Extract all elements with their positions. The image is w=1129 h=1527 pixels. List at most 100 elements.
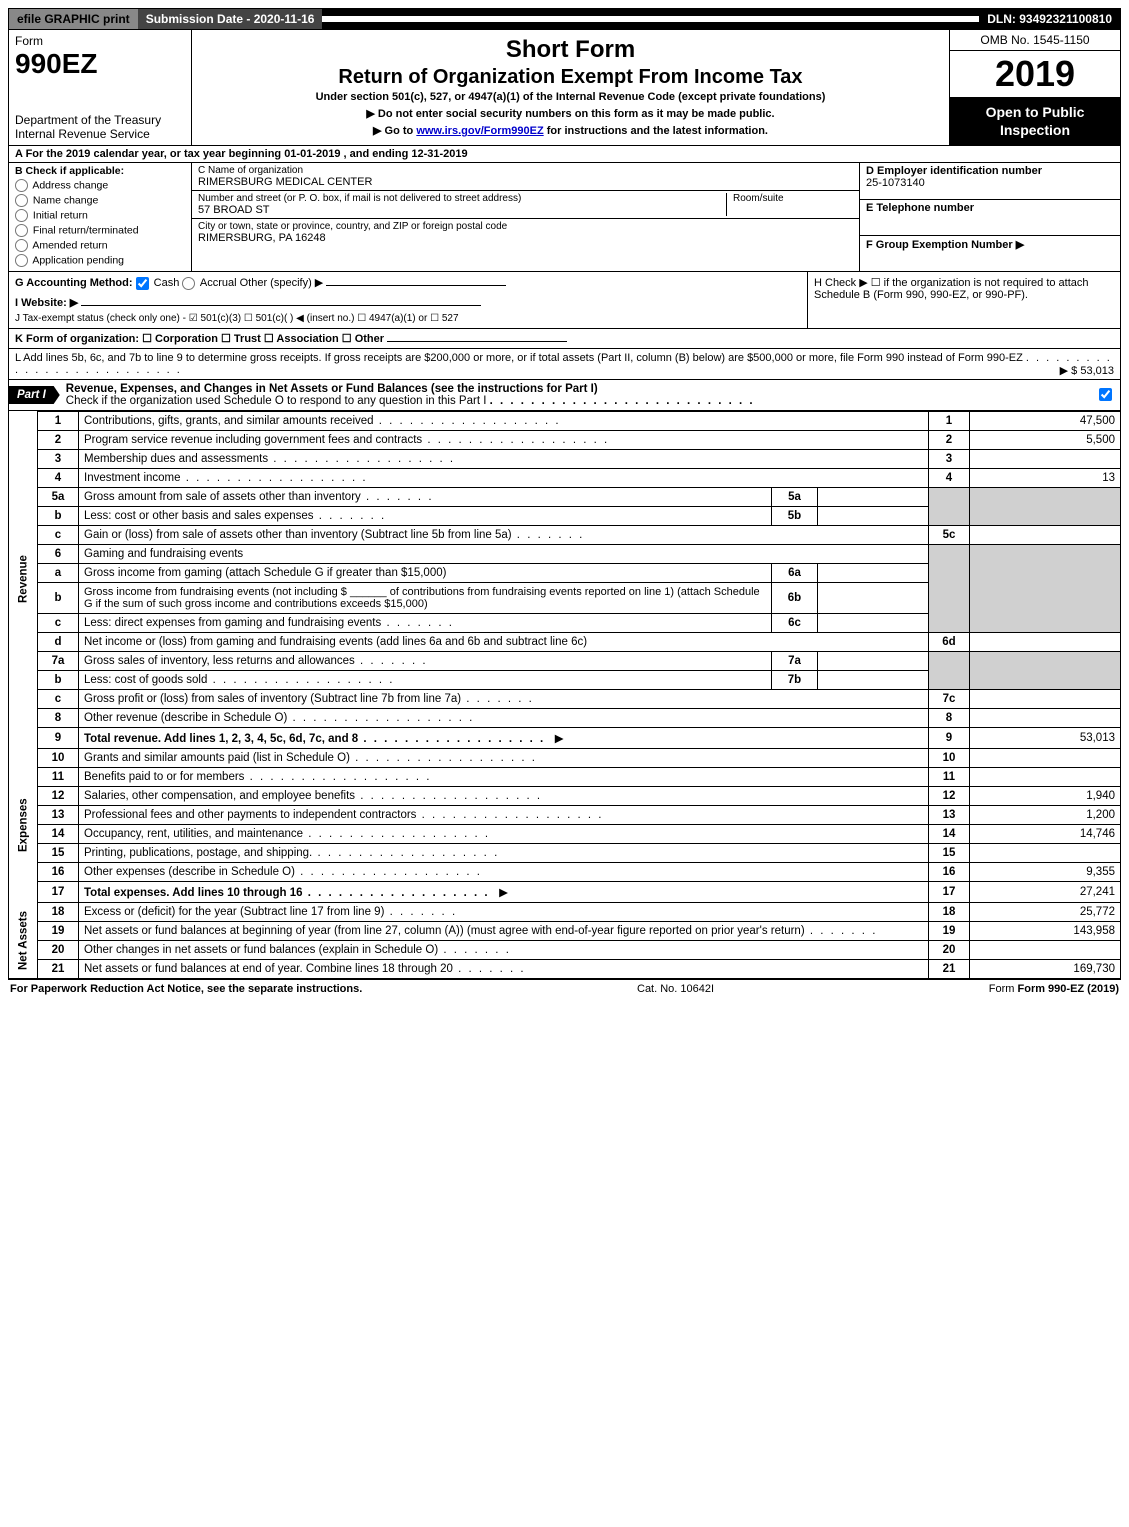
l17-val: 27,241	[970, 881, 1121, 902]
other-org-input[interactable]	[387, 341, 567, 342]
org-name: RIMERSBURG MEDICAL CENTER	[198, 176, 853, 188]
line-4: 4 Investment income 4 13	[9, 468, 1121, 487]
l16-val: 9,355	[970, 862, 1121, 881]
chk-amended-return[interactable]: Amended return	[15, 239, 185, 252]
l18-desc: Excess or (deficit) for the year (Subtra…	[79, 902, 929, 921]
l7-shade-val	[970, 651, 1121, 689]
header-right: OMB No. 1545-1150 2019 Open to Public In…	[949, 30, 1120, 145]
l7b-inval	[818, 670, 929, 689]
chk-initial-return[interactable]: Initial return	[15, 209, 185, 222]
l9-rnum: 9	[929, 727, 970, 748]
opt-name-change: Name change	[33, 195, 98, 207]
phone-cell: E Telephone number	[860, 200, 1120, 236]
dots-p1	[490, 395, 755, 407]
part-1-title-text: Revenue, Expenses, and Changes in Net As…	[66, 383, 598, 395]
opt-address-change: Address change	[32, 180, 108, 192]
l14-desc: Occupancy, rent, utilities, and maintena…	[79, 824, 929, 843]
l5a-inval	[818, 487, 929, 506]
l17-rnum: 17	[929, 881, 970, 902]
addr-value: 57 BROAD ST	[198, 204, 720, 216]
line-17: 17 Total expenses. Add lines 10 through …	[9, 881, 1121, 902]
l7a-in: 7a	[772, 651, 818, 670]
l7c-desc: Gross profit or (loss) from sales of inv…	[79, 689, 929, 708]
l4-rnum: 4	[929, 468, 970, 487]
l7a-desc: Gross sales of inventory, less returns a…	[79, 651, 772, 670]
goto-post: for instructions and the latest informat…	[547, 125, 768, 137]
line-8: 8 Other revenue (describe in Schedule O)…	[9, 708, 1121, 727]
l6b-inval	[818, 582, 929, 613]
l21-rnum: 21	[929, 959, 970, 978]
l6a-desc: Gross income from gaming (attach Schedul…	[79, 563, 772, 582]
lines-table: Revenue 1 Contributions, gifts, grants, …	[8, 411, 1121, 979]
l5a-desc: Gross amount from sale of assets other t…	[79, 487, 772, 506]
ein-label: D Employer identification number	[866, 165, 1042, 177]
footer-right: Form Form 990-EZ (2019)	[989, 983, 1119, 995]
website-input[interactable]	[81, 305, 481, 306]
org-name-cell: C Name of organization RIMERSBURG MEDICA…	[192, 163, 859, 191]
form-number: 990EZ	[15, 48, 185, 80]
l6d-rnum: 6d	[929, 632, 970, 651]
chk-final-return[interactable]: Final return/terminated	[15, 224, 185, 237]
chk-cash[interactable]	[136, 277, 149, 290]
phone-label: E Telephone number	[866, 202, 974, 214]
line-6d: d Net income or (loss) from gaming and f…	[9, 632, 1121, 651]
l12-num: 12	[38, 786, 79, 805]
l16-rnum: 16	[929, 862, 970, 881]
l12-desc: Salaries, other compensation, and employ…	[79, 786, 929, 805]
l6-shade-val	[970, 544, 1121, 632]
l5b-inval	[818, 506, 929, 525]
chk-application-pending[interactable]: Application pending	[15, 254, 185, 267]
l13-desc: Professional fees and other payments to …	[79, 805, 929, 824]
l17-num: 17	[38, 881, 79, 902]
l3-rnum: 3	[929, 449, 970, 468]
line-21: 21 Net assets or fund balances at end of…	[9, 959, 1121, 978]
l5b-desc: Less: cost or other basis and sales expe…	[79, 506, 772, 525]
chk-accrual[interactable]	[182, 277, 195, 290]
chk-name-change[interactable]: Name change	[15, 194, 185, 207]
l15-val	[970, 843, 1121, 862]
irs-label: Internal Revenue Service	[15, 127, 185, 141]
line-10: Expenses 10 Grants and similar amounts p…	[9, 748, 1121, 767]
submission-date: Submission Date - 2020-11-16	[138, 9, 323, 29]
l7c-rnum: 7c	[929, 689, 970, 708]
tax-exempt-status: J Tax-exempt status (check only one) - ☑…	[15, 313, 801, 324]
chk-address-change[interactable]: Address change	[15, 179, 185, 192]
l1-rnum: 1	[929, 411, 970, 430]
line-9: 9 Total revenue. Add lines 1, 2, 3, 4, 5…	[9, 727, 1121, 748]
part-1-check[interactable]	[1093, 385, 1120, 404]
l21-desc: Net assets or fund balances at end of ye…	[79, 959, 929, 978]
line-11: 11 Benefits paid to or for members 11	[9, 767, 1121, 786]
l4-desc: Investment income	[79, 468, 929, 487]
l20-val	[970, 940, 1121, 959]
l6c-inval	[818, 613, 929, 632]
website-label: I Website: ▶	[15, 297, 78, 309]
efile-label[interactable]: efile GRAPHIC print	[9, 9, 138, 29]
vlabel-expenses: Expenses	[9, 748, 38, 902]
l10-desc: Grants and similar amounts paid (list in…	[79, 748, 929, 767]
l6b-num: b	[38, 582, 79, 613]
l5b-num: b	[38, 506, 79, 525]
sections-bcdef: B Check if applicable: Address change Na…	[8, 163, 1121, 272]
l1-num: 1	[38, 411, 79, 430]
lbl-other-method: Other (specify) ▶	[240, 277, 324, 289]
topbar-spacer	[322, 16, 979, 22]
l16-num: 16	[38, 862, 79, 881]
l6d-desc: Net income or (loss) from gaming and fun…	[79, 632, 929, 651]
addr-label: Number and street (or P. O. box, if mail…	[198, 193, 720, 204]
l6a-num: a	[38, 563, 79, 582]
l2-rnum: 2	[929, 430, 970, 449]
l8-val	[970, 708, 1121, 727]
l7a-num: 7a	[38, 651, 79, 670]
l2-num: 2	[38, 430, 79, 449]
l7b-in: 7b	[772, 670, 818, 689]
other-method-input[interactable]	[326, 285, 506, 286]
dln-label: DLN: 93492321100810	[979, 9, 1120, 29]
group-exemption-cell: F Group Exemption Number ▶	[860, 236, 1120, 271]
footer-left: For Paperwork Reduction Act Notice, see …	[10, 983, 362, 995]
l6c-num: c	[38, 613, 79, 632]
irs-link[interactable]: www.irs.gov/Form990EZ	[416, 125, 543, 137]
l19-desc: Net assets or fund balances at beginning…	[79, 921, 929, 940]
l21-num: 21	[38, 959, 79, 978]
line-2: 2 Program service revenue including gove…	[9, 430, 1121, 449]
footer-mid: Cat. No. 10642I	[637, 983, 714, 995]
